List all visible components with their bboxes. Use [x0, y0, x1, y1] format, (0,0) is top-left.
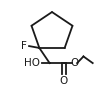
Text: F: F	[21, 41, 27, 51]
Text: O: O	[70, 58, 78, 68]
Text: O: O	[60, 76, 68, 86]
Text: HO: HO	[24, 58, 40, 68]
